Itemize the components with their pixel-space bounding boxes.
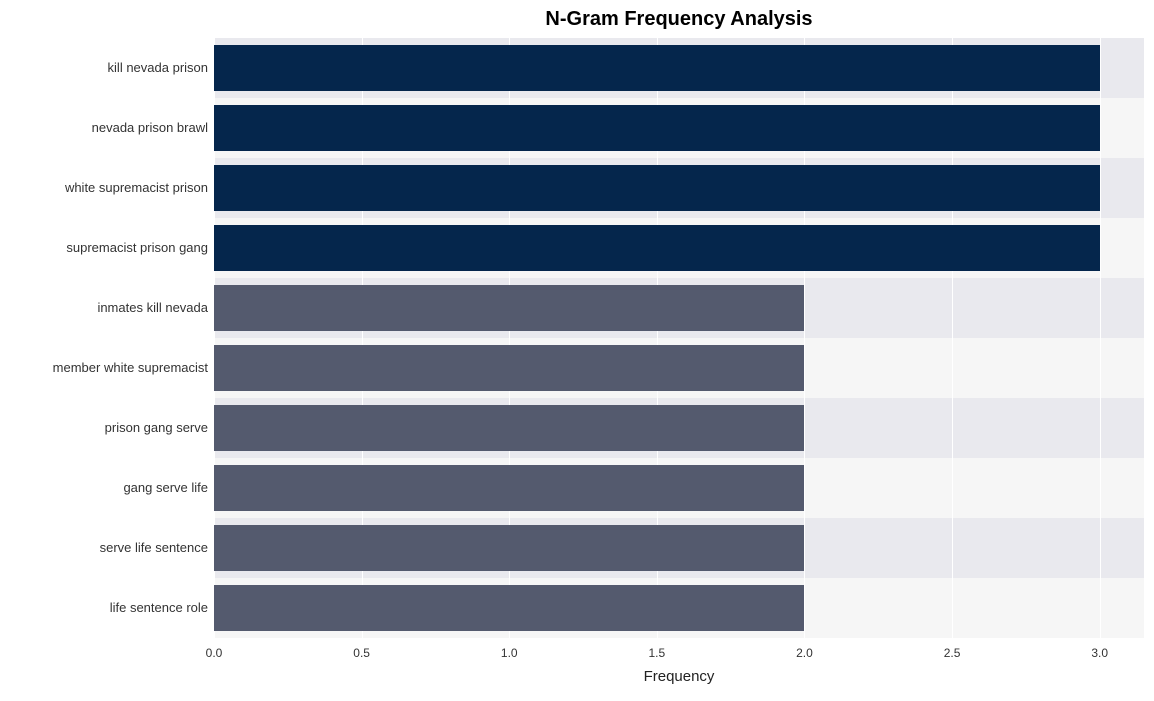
bar: [214, 525, 804, 572]
y-tick-label: prison gang serve: [105, 420, 208, 435]
x-tick-label: 2.5: [944, 646, 961, 660]
y-tick-label: member white supremacist: [53, 360, 208, 375]
x-tick-label: 3.0: [1091, 646, 1108, 660]
y-tick-label: inmates kill nevada: [97, 300, 208, 315]
x-axis-label: Frequency: [214, 668, 1144, 685]
bar: [214, 345, 804, 392]
y-tick-label: gang serve life: [123, 480, 208, 495]
y-tick-label: serve life sentence: [100, 540, 208, 555]
bar: [214, 225, 1100, 272]
x-tick-label: 0.0: [206, 646, 223, 660]
bar: [214, 45, 1100, 92]
x-tick-label: 0.5: [353, 646, 370, 660]
bar: [214, 165, 1100, 212]
x-tick-label: 1.5: [649, 646, 666, 660]
bar: [214, 465, 804, 512]
gridline: [1100, 38, 1101, 638]
bar: [214, 105, 1100, 152]
x-tick-label: 2.0: [796, 646, 813, 660]
y-tick-label: nevada prison brawl: [92, 120, 208, 135]
y-tick-label: life sentence role: [110, 600, 208, 615]
plot-area: [214, 38, 1144, 638]
bar: [214, 405, 804, 452]
y-tick-label: white supremacist prison: [65, 180, 208, 195]
chart-title: N-Gram Frequency Analysis: [214, 8, 1144, 31]
bar: [214, 285, 804, 332]
y-tick-label: supremacist prison gang: [66, 240, 208, 255]
chart-container: N-Gram Frequency Analysis Frequency kill…: [0, 0, 1154, 701]
bar: [214, 585, 804, 632]
x-tick-label: 1.0: [501, 646, 518, 660]
y-tick-label: kill nevada prison: [108, 60, 208, 75]
